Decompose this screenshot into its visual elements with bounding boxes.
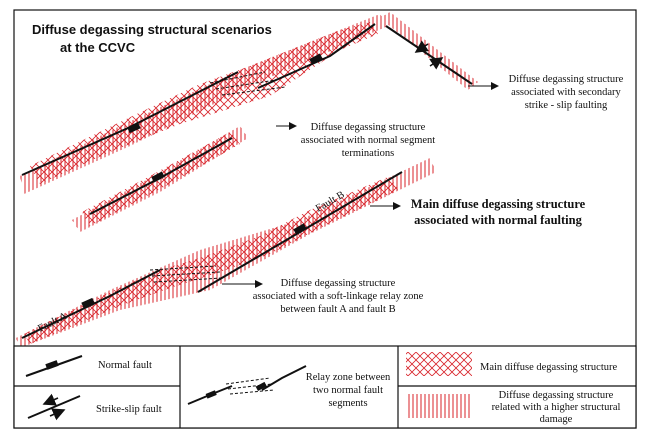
legend-strike-slip-label: Strike-slip fault	[96, 404, 162, 415]
label-secondary: Diffuse degassing structure associated w…	[509, 74, 624, 111]
diagram-title-line2: at the CCVC	[60, 40, 136, 55]
legend-normal-fault-symbol	[25, 355, 83, 377]
strike-slip-arrow-upper	[414, 40, 429, 53]
legend-frame	[13, 345, 637, 429]
legend-normal-fault-label: Normal fault	[98, 360, 152, 371]
top-cross-hatch-zone	[30, 22, 378, 184]
legend-higher-damage-label-1: Diffuse degassing structure	[499, 390, 614, 401]
svg-text:associated with normal faultin: associated with normal faulting	[414, 213, 582, 227]
svg-text:between fault A and fault B: between fault A and fault B	[280, 304, 395, 315]
label-terminations: Diffuse degassing structure associated w…	[301, 122, 436, 159]
legend-higher-damage-label-2: related with a higher structural	[492, 402, 621, 413]
label-relay: Diffuse degassing structure associated w…	[253, 278, 424, 315]
top-degassing-structure	[20, 14, 388, 194]
strike-slip-structure	[380, 12, 478, 90]
lower-degassing-structure: Fault A Fault B	[16, 158, 436, 348]
legend-relay-zone-label-1: Relay zone between	[306, 372, 391, 383]
top-relay-dashed	[209, 71, 286, 96]
svg-text:associated with normal segment: associated with normal segment	[301, 135, 436, 146]
svg-text:terminations: terminations	[342, 148, 395, 159]
lower-cross-hatch-zone	[24, 176, 398, 344]
fault-a-line	[21, 269, 161, 339]
strike-slip-arrow-lower	[429, 57, 444, 70]
svg-text:Diffuse degassing structure: Diffuse degassing structure	[281, 278, 396, 289]
legend-main-structure-label: Main diffuse degassing structure	[480, 362, 617, 373]
legend: Normal fault Strike-slip fault Relay zon…	[13, 345, 637, 429]
top-fault-block	[127, 122, 141, 134]
svg-text:strike - slip faulting: strike - slip faulting	[525, 100, 608, 111]
svg-text:Diffuse degassing structure: Diffuse degassing structure	[509, 74, 624, 85]
top-fault-block-right	[309, 53, 323, 65]
middle-fault-block	[151, 171, 165, 183]
legend-vertical-hatch-swatch	[406, 394, 472, 418]
svg-text:Diffuse degassing structure: Diffuse degassing structure	[311, 122, 426, 133]
diagram-title-line1: Diffuse degassing structural scenarios	[32, 22, 272, 37]
legend-higher-damage-label-3: damage	[540, 414, 573, 425]
top-fault-line-right	[257, 23, 376, 89]
fault-b-block	[293, 223, 307, 235]
label-main: Main diffuse degassing structure associa…	[411, 197, 586, 227]
svg-text:Main diffuse degassing structu: Main diffuse degassing structure	[411, 197, 586, 211]
legend-relay-zone-symbol	[187, 365, 307, 405]
legend-cross-hatch-swatch	[406, 352, 472, 376]
svg-text:associated with secondary: associated with secondary	[511, 87, 621, 98]
fault-a-block	[81, 297, 95, 309]
strike-slip-fault-line	[385, 25, 473, 85]
middle-degassing-structure	[72, 126, 248, 232]
legend-relay-zone-label-2: two normal fault	[313, 385, 383, 396]
lower-relay-dashed	[149, 265, 223, 283]
legend-strike-slip-symbol	[27, 393, 81, 421]
legend-relay-zone-label-3: segments	[328, 398, 367, 409]
svg-text:associated with a soft-linkage: associated with a soft-linkage relay zon…	[253, 291, 424, 302]
